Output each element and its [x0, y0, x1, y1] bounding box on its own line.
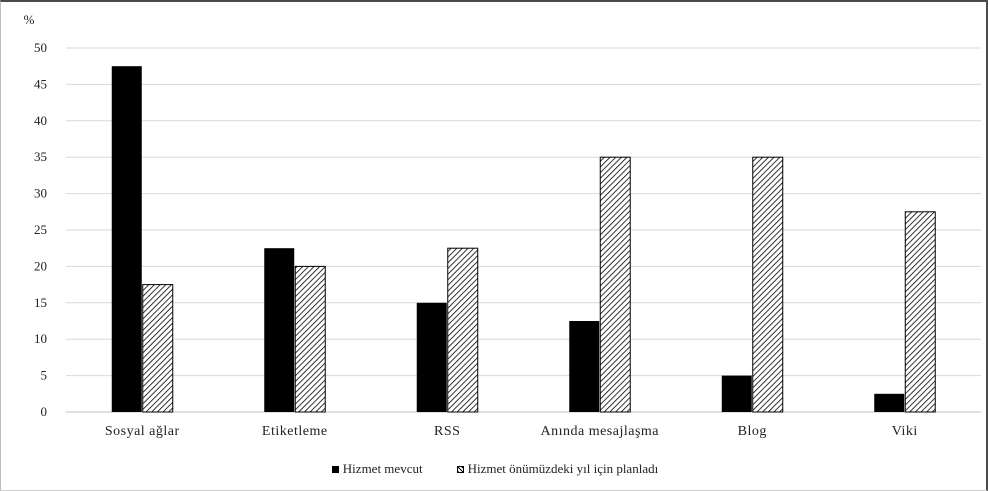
y-tick-label: 35	[34, 149, 47, 164]
x-category-label: Sosyal ağlar	[105, 424, 180, 439]
y-tick-label: 45	[34, 76, 47, 91]
bar-hizmet-planladi	[447, 247, 479, 413]
x-category-label: Viki	[892, 424, 918, 439]
y-tick-label: 20	[34, 258, 47, 273]
y-tick-label: 0	[41, 404, 48, 419]
legend-item-hizmet-planladi: Hizmet önümüzdeki yıl için planladı	[456, 461, 659, 477]
y-tick-label: 30	[34, 186, 47, 201]
x-category-label: Anında mesajlaşma	[540, 424, 659, 439]
legend-label: Hizmet önümüzdeki yıl için planladı	[467, 461, 659, 476]
bar-hizmet-mevcut	[721, 375, 752, 412]
y-tick-label: 15	[34, 295, 47, 310]
bar-hizmet-planladi	[904, 211, 936, 413]
bar-hizmet-planladi	[294, 265, 326, 413]
legend-swatch-solid	[331, 465, 339, 473]
bar-hizmet-mevcut	[264, 248, 295, 412]
bar-hizmet-mevcut	[111, 66, 142, 412]
y-tick-label: 25	[34, 222, 47, 237]
bar-hizmet-planladi	[752, 156, 784, 413]
y-axis-unit-label: %	[24, 12, 35, 27]
bar-hizmet-mevcut	[569, 321, 600, 412]
x-category-label: RSS	[434, 424, 460, 439]
bar-hizmet-planladi	[599, 156, 631, 413]
x-category-label: Etiketleme	[262, 424, 328, 439]
legend-swatch-hatched	[456, 465, 464, 473]
legend-label: Hizmet mevcut	[342, 461, 423, 476]
chart-legend: Hizmet mevcut Hizmet önümüzdeki yıl için…	[1, 458, 988, 480]
legend-item-hizmet-mevcut: Hizmet mevcut	[331, 461, 423, 477]
y-tick-label: 50	[34, 40, 47, 55]
bar-hizmet-mevcut	[416, 302, 447, 412]
bar-hizmet-planladi	[142, 284, 174, 413]
y-tick-label: 5	[41, 368, 48, 383]
y-tick-label: 10	[34, 331, 47, 346]
x-category-label: Blog	[738, 424, 767, 439]
y-tick-label: 40	[34, 113, 47, 128]
bar-hizmet-mevcut	[874, 393, 905, 412]
